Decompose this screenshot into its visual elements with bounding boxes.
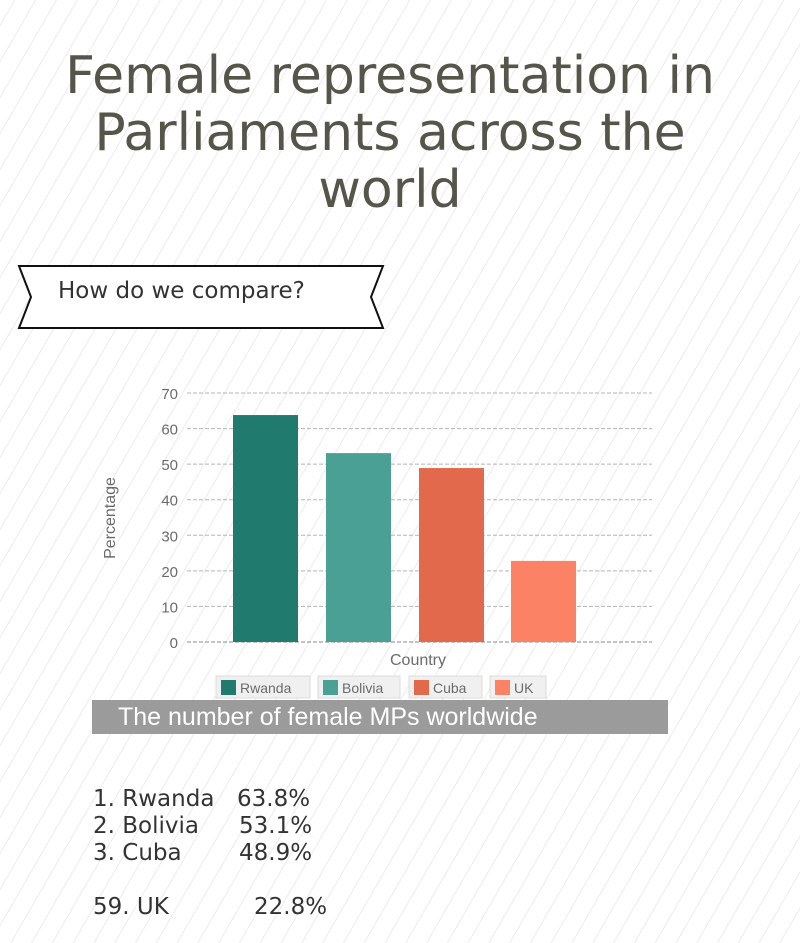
bar-chart: 0 10 20 30 40 50 60 70 Country Percentage Rwanda Bo… [0,370,800,700]
ranking-percentage: 63.8% [237,786,311,812]
legend-label: Cuba [433,680,467,696]
y-tick-label: 20 [161,564,178,581]
bar-rwanda [233,415,298,642]
bar-bolivia [326,453,391,642]
ranking-country: 3. Cuba [93,840,182,866]
page-title: Female representation in Parliaments acr… [65,46,715,220]
ribbon-label: How do we compare? [58,278,305,304]
y-tick-label: 70 [161,386,178,403]
ribbon-shape [17,265,385,329]
y-tick-label: 40 [161,493,178,510]
subtitle-banner: The number of female MPs worldwide [92,700,668,734]
bar-cuba [419,468,484,642]
legend-label: Bolivia [342,680,383,696]
legend-swatch [495,680,510,695]
chart-canvas: 0 10 20 30 40 50 60 70 Country Percentage Rwanda Bo… [102,386,652,699]
legend-swatch [221,680,236,695]
ranking-country: 59. UK [93,894,169,920]
ranking-percentage: 22.8% [254,894,328,920]
y-tick-label: 0 [170,635,178,652]
x-axis-title: Country [390,652,446,669]
legend-swatch [414,680,429,695]
ranking-percentage: 48.9% [239,840,313,866]
legend-label: Rwanda [240,680,292,696]
y-tick-label: 30 [161,528,178,545]
y-axis-title: Percentage [102,477,119,559]
legend-item [215,675,311,699]
legend-label: UK [514,680,534,696]
ranking-country: 1. Rwanda [93,786,215,812]
ribbon-banner: How do we compare? [17,264,387,330]
y-tick-label: 50 [161,457,178,474]
ranking-country: 2. Bolivia [93,813,199,839]
bar-uk [511,560,576,642]
legend-swatch [323,680,338,695]
y-tick-label: 10 [161,599,178,616]
legend-item [317,675,401,699]
y-tick-label: 60 [161,422,178,439]
ranking-percentage: 53.1% [239,813,313,839]
